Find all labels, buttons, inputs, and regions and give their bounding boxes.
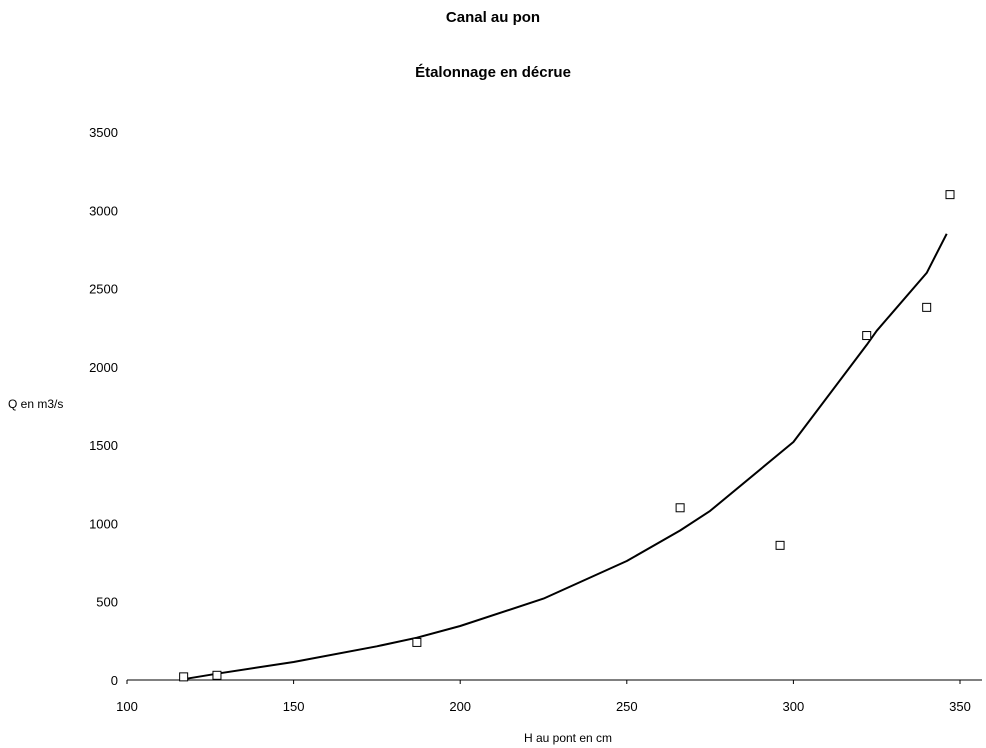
y-axis-label: Q en m3/s	[8, 397, 63, 411]
y-tick-label: 500	[96, 595, 118, 610]
chart-subtitle: Étalonnage en décrue	[415, 64, 571, 81]
y-tick-label: 1000	[89, 516, 118, 531]
x-tick-label: 200	[449, 699, 471, 714]
x-axis-label: H au pont en cm	[524, 731, 612, 745]
data-point	[412, 637, 422, 647]
x-tick-label: 250	[616, 699, 638, 714]
axes: 100 150 200 250 300 3500500100015002000250030…	[89, 125, 982, 714]
data-point	[862, 331, 872, 341]
y-tick-label: 0	[111, 673, 118, 688]
y-tick-label: 3000	[89, 203, 118, 218]
data-point	[922, 302, 932, 312]
chart-title: Canal au pon	[445, 9, 541, 26]
fit-curve-layer	[183, 233, 948, 681]
data-point	[675, 503, 685, 513]
data-point	[945, 190, 955, 200]
x-tick-label: 300	[783, 699, 805, 714]
x-tick-label: 350	[949, 699, 971, 714]
y-tick-label: 1500	[89, 438, 118, 453]
data-point	[212, 670, 222, 680]
x-tick-label: 100	[116, 699, 138, 714]
x-tick-label: 150	[283, 699, 305, 714]
data-point	[179, 672, 189, 682]
y-tick-label: 3500	[89, 125, 118, 140]
fit-curve	[183, 233, 948, 681]
y-tick-label: 2000	[89, 360, 118, 375]
y-tick-label: 2500	[89, 282, 118, 297]
data-point	[775, 540, 785, 550]
data-points-layer	[179, 190, 955, 682]
